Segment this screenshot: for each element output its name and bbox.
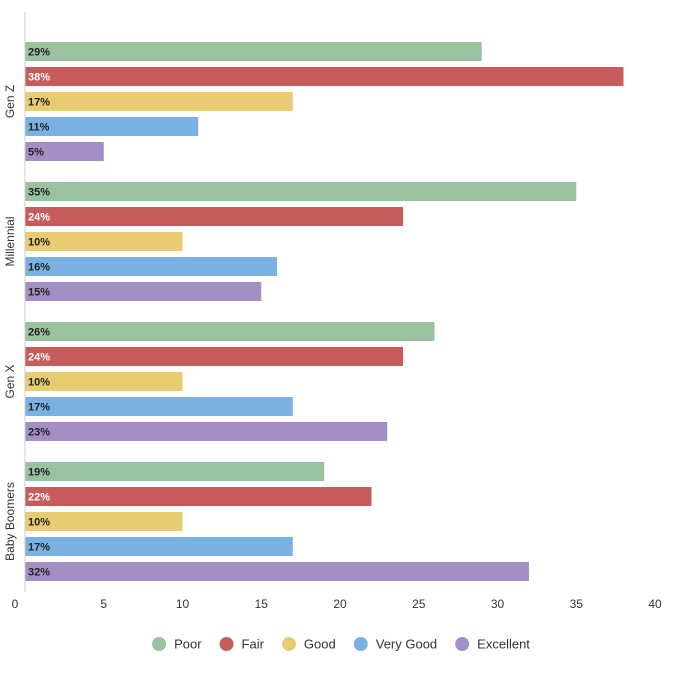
data-label: 15% bbox=[28, 287, 50, 299]
x-tick-label: 30 bbox=[491, 597, 505, 611]
bars-layer bbox=[25, 42, 624, 581]
data-label: 10% bbox=[28, 237, 50, 249]
data-label: 11% bbox=[28, 122, 50, 134]
bar-baby-boomers-poor bbox=[25, 462, 325, 481]
data-label: 35% bbox=[28, 187, 50, 199]
bar-millennial-excellent bbox=[25, 282, 262, 301]
data-label: 17% bbox=[28, 542, 50, 554]
x-tick-label: 0 bbox=[12, 597, 19, 611]
x-axis-ticks: 0 5 10 15 20 25 30 35 40 bbox=[12, 597, 662, 611]
bar-millennial-poor bbox=[25, 182, 577, 201]
legend-label: Very Good bbox=[376, 637, 437, 652]
data-label: 17% bbox=[28, 97, 50, 109]
category-label: Gen X bbox=[3, 364, 17, 398]
data-label: 26% bbox=[28, 327, 50, 339]
x-tick-label: 15 bbox=[255, 597, 269, 611]
legend-item-excellent[interactable]: Excellent bbox=[455, 637, 530, 652]
bar-millennial-good bbox=[25, 232, 183, 251]
legend-item-poor[interactable]: Poor bbox=[152, 637, 202, 652]
data-label: 19% bbox=[28, 467, 50, 479]
bar-baby-boomers-fair bbox=[25, 487, 372, 506]
data-label: 5% bbox=[28, 147, 44, 159]
bar-millennial-fair bbox=[25, 207, 403, 226]
category-label: Millennial bbox=[3, 216, 17, 266]
legend-label: Excellent bbox=[477, 637, 530, 652]
bar-gen-z-excellent bbox=[25, 142, 104, 161]
data-label: 23% bbox=[28, 427, 50, 439]
bar-baby-boomers-very-good bbox=[25, 537, 293, 556]
bar-baby-boomers-good bbox=[25, 512, 183, 531]
x-tick-label: 20 bbox=[333, 597, 347, 611]
data-label: 24% bbox=[28, 212, 50, 224]
data-label: 38% bbox=[28, 72, 50, 84]
bar-gen-x-poor bbox=[25, 322, 435, 341]
bar-gen-z-very-good bbox=[25, 117, 199, 136]
bar-gen-z-good bbox=[25, 92, 293, 111]
data-label: 24% bbox=[28, 352, 50, 364]
bar-gen-z-fair bbox=[25, 67, 624, 86]
bar-gen-x-excellent bbox=[25, 422, 388, 441]
bar-gen-x-fair bbox=[25, 347, 403, 366]
x-tick-label: 10 bbox=[176, 597, 190, 611]
x-tick-label: 25 bbox=[412, 597, 426, 611]
data-label: 32% bbox=[28, 567, 50, 579]
bar-gen-x-very-good bbox=[25, 397, 293, 416]
legend-swatch bbox=[353, 637, 368, 651]
legend-label: Poor bbox=[174, 637, 202, 652]
bar-millennial-very-good bbox=[25, 257, 277, 276]
legend-swatch bbox=[152, 637, 167, 651]
data-label: 16% bbox=[28, 262, 50, 274]
bar-baby-boomers-excellent bbox=[25, 562, 529, 581]
legend-item-good[interactable]: Good bbox=[281, 637, 336, 652]
category-labels: Gen Z Millennial Gen X Baby Boomers bbox=[3, 85, 17, 561]
data-label: 29% bbox=[28, 47, 50, 59]
data-label: 10% bbox=[28, 377, 50, 389]
legend: Poor Fair Good Very Good Excellent bbox=[152, 637, 530, 652]
legend-label: Good bbox=[304, 637, 336, 652]
x-tick-label: 35 bbox=[570, 597, 584, 611]
data-label: 22% bbox=[28, 492, 50, 504]
legend-swatch bbox=[455, 637, 470, 651]
x-tick-label: 5 bbox=[100, 597, 107, 611]
legend-label: Fair bbox=[242, 637, 265, 652]
bar-gen-x-good bbox=[25, 372, 183, 391]
data-label: 17% bbox=[28, 402, 50, 414]
bar-gen-z-poor bbox=[25, 42, 482, 61]
data-label: 10% bbox=[28, 517, 50, 529]
data-labels-layer: 29% 38% 17% 11% 5% 35% 24% 10% 16% 15% 26% 24% 10% 17… bbox=[28, 47, 50, 579]
legend-item-very-good[interactable]: Very Good bbox=[353, 637, 437, 652]
legend-swatch bbox=[281, 637, 296, 651]
category-label: Baby Boomers bbox=[3, 482, 17, 561]
legend-swatch bbox=[219, 637, 234, 651]
category-label: Gen Z bbox=[3, 85, 17, 118]
legend-item-fair[interactable]: Fair bbox=[219, 637, 265, 652]
x-tick-label: 40 bbox=[648, 597, 662, 611]
